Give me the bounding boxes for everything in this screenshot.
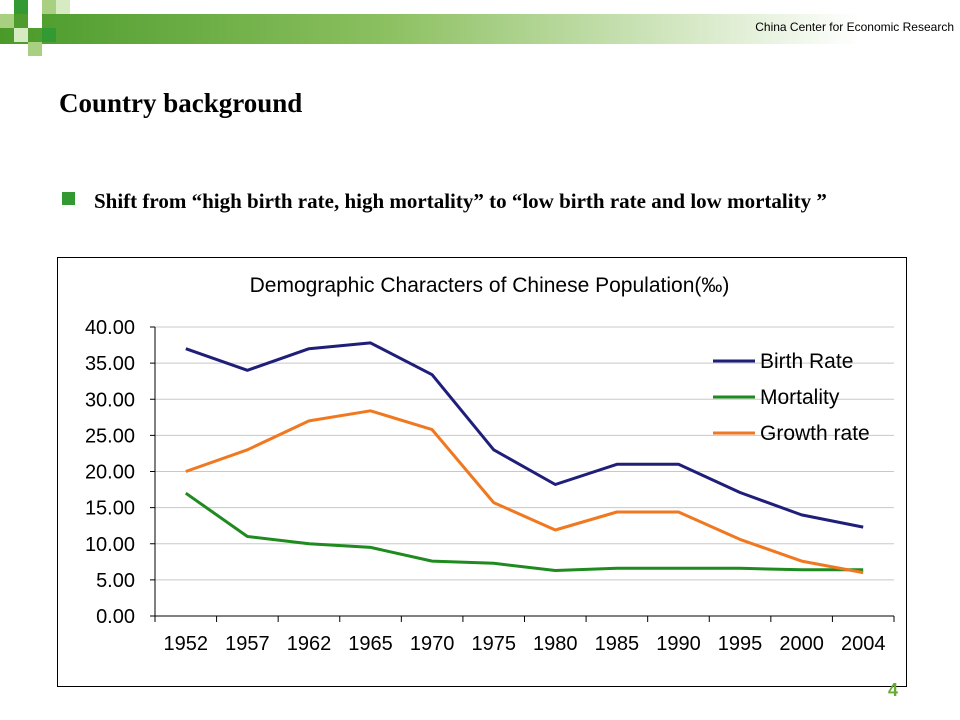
slide-title: Country background [59, 88, 303, 118]
x-tick-label: 1962 [287, 633, 332, 655]
chart-title: Demographic Characters of Chinese Popula… [250, 274, 730, 297]
x-tick-label: 1985 [595, 633, 640, 655]
legend-label-growth-rate: Growth rate [760, 422, 870, 445]
x-tick-label: 2004 [841, 633, 886, 655]
x-tick-label: 1952 [164, 633, 209, 655]
y-tick-label: 15.00 [85, 498, 135, 520]
series-line-growth-rate [185, 409, 864, 575]
organization-name: China Center for Economic Research [755, 20, 954, 34]
x-tick-label: 1970 [410, 633, 455, 655]
x-tick-label: 1980 [533, 633, 578, 655]
x-tick-label: 1975 [471, 633, 516, 655]
legend-label-birth-rate: Birth Rate [760, 350, 853, 373]
y-tick-label: 0.00 [96, 606, 135, 628]
chart-container: Demographic Characters of Chinese Popula… [57, 257, 907, 687]
y-tick-label: 40.00 [85, 317, 135, 339]
series-line-mortality [184, 491, 864, 572]
y-tick-label: 20.00 [85, 462, 135, 484]
y-tick-label: 30.00 [85, 389, 135, 411]
x-tick-label: 1995 [718, 633, 763, 655]
y-tick-label: 5.00 [96, 570, 135, 592]
y-tick-label: 25.00 [85, 425, 135, 447]
series-line-birth-rate [185, 341, 864, 529]
y-tick-label: 35.00 [85, 353, 135, 375]
y-tick-label: 10.00 [85, 534, 135, 556]
bullet-text: Shift from “high birth rate, high mortal… [94, 189, 827, 213]
header-decoration [0, 0, 860, 56]
page-number: 4 [888, 680, 899, 700]
x-tick-label: 1965 [348, 633, 393, 655]
x-tick-label: 1957 [225, 633, 270, 655]
line-chart: Demographic Characters of Chinese Popula… [85, 274, 895, 655]
bullet-square-icon [62, 192, 75, 205]
x-tick-label: 1990 [656, 633, 701, 655]
x-tick-label: 2000 [779, 633, 824, 655]
legend-label-mortality: Mortality [760, 386, 840, 409]
